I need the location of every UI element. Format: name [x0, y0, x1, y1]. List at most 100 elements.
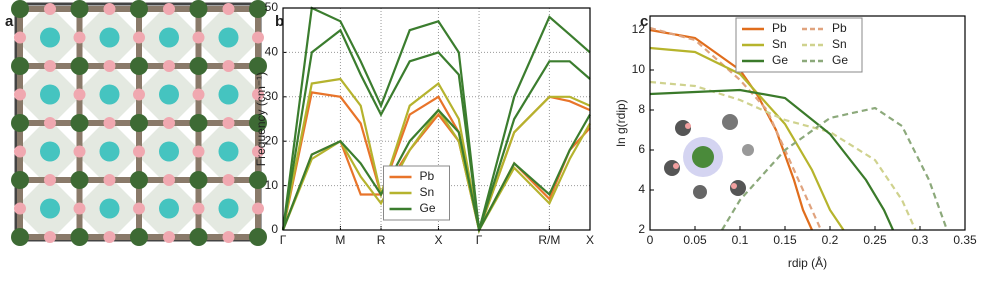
- metal-atom: [130, 171, 148, 189]
- metal-atom: [189, 114, 208, 132]
- x-tick-label: 0.1: [732, 233, 749, 247]
- cation-atom: [40, 27, 60, 48]
- metal-atom: [249, 228, 267, 246]
- metal-atom: [70, 57, 89, 75]
- halide-atom: [252, 202, 264, 215]
- legend-label: Pb: [772, 21, 787, 35]
- cation-atom: [218, 27, 239, 48]
- panel-label: b: [275, 13, 284, 30]
- cation-atom: [159, 84, 179, 105]
- x-tick-label: 0: [647, 233, 654, 247]
- x-tick-label: 0.2: [822, 233, 839, 247]
- halide-atom: [192, 145, 205, 158]
- metal-atom: [189, 228, 208, 246]
- x-tick-label: R: [377, 233, 386, 247]
- halide-atom: [133, 31, 145, 44]
- x-tick-label: M: [335, 233, 345, 247]
- panel-label: a: [5, 13, 14, 30]
- metal-atom: [11, 171, 29, 189]
- data-line: [649, 46, 845, 231]
- cation-atom: [40, 141, 60, 162]
- halide-atom: [222, 60, 235, 72]
- y-tick-label: 20: [265, 133, 279, 147]
- metal-atom: [249, 0, 267, 18]
- halide-atom: [44, 117, 56, 129]
- cation-atom: [40, 84, 60, 105]
- metal-atom: [70, 114, 89, 132]
- y-tick-label: 4: [638, 182, 645, 196]
- y-axis-label: ln g(rdip): [614, 99, 628, 146]
- data-line: [281, 6, 591, 231]
- metal-atom: [249, 171, 267, 189]
- halide-atom: [133, 145, 145, 158]
- data-line: [649, 80, 917, 231]
- data-line: [281, 28, 591, 231]
- halide-atom: [192, 31, 205, 44]
- cation-atom: [40, 198, 60, 219]
- metal-atom: [189, 57, 208, 75]
- metal-atom: [11, 114, 29, 132]
- legend-label: Sn: [420, 185, 435, 199]
- panel-label: c: [640, 13, 648, 30]
- halide-atom: [44, 174, 56, 186]
- cation-atom: [99, 27, 120, 48]
- metal-atom: [70, 0, 89, 18]
- cation-atom: [159, 27, 179, 48]
- metal-atom: [11, 228, 29, 246]
- halide-atom: [222, 3, 235, 15]
- cation-atom: [218, 141, 239, 162]
- data-line: [281, 77, 591, 235]
- halide-atom: [133, 88, 145, 101]
- x-tick-label: 0.3: [912, 233, 929, 247]
- halide-atom: [73, 202, 86, 215]
- halide-atom: [73, 88, 86, 101]
- plot-frame: [649, 15, 966, 231]
- halide-atom: [14, 31, 26, 44]
- metal-atom: [130, 114, 148, 132]
- halide-atom: [44, 231, 56, 243]
- plot-frame: [282, 7, 591, 231]
- data-line: [721, 106, 949, 231]
- x-tick-label: 0.05: [683, 233, 707, 247]
- halide-atom: [222, 231, 235, 243]
- halide-atom: [252, 88, 264, 101]
- data-line: [281, 108, 591, 234]
- x-tick-label: 0.35: [953, 233, 977, 247]
- halide-atom: [14, 202, 26, 215]
- halide-atom: [103, 3, 116, 15]
- cation-atom: [99, 84, 120, 105]
- legend-label: Sn: [772, 37, 787, 51]
- crystal-structure: [11, 0, 267, 246]
- halide-atom: [192, 202, 205, 215]
- halide-atom: [252, 31, 264, 44]
- metal-atom: [249, 57, 267, 75]
- y-tick-label: 8: [638, 102, 645, 116]
- lattice: [11, 0, 267, 246]
- halide-atom: [14, 145, 26, 158]
- data-line: [649, 88, 895, 231]
- x-tick-label: 0.15: [773, 233, 797, 247]
- y-tick-label: 30: [265, 89, 279, 103]
- halide-atom: [163, 117, 175, 129]
- halide-atom: [73, 31, 86, 44]
- x-tick-label: Γ: [476, 233, 483, 247]
- metal-atom: [11, 0, 29, 18]
- inset-molecules: [664, 114, 754, 199]
- halide-atom: [163, 231, 175, 243]
- x-tick-label: X: [586, 233, 594, 247]
- cation-atom: [218, 198, 239, 219]
- legend-label: Sn: [832, 37, 847, 51]
- halide-atom: [103, 231, 116, 243]
- cation-atom: [218, 84, 239, 105]
- halide-atom: [44, 60, 56, 72]
- halide-atom: [163, 3, 175, 15]
- metal-atom: [130, 57, 148, 75]
- x-tick-label: X: [434, 233, 442, 247]
- cation-atom: [99, 141, 120, 162]
- y-tick-label: 10: [632, 62, 646, 76]
- legend-label: Pb: [832, 21, 847, 35]
- y-axis-label: Frequency (cm⁻¹): [254, 72, 268, 166]
- cation-atom: [159, 141, 179, 162]
- halide-atom: [192, 88, 205, 101]
